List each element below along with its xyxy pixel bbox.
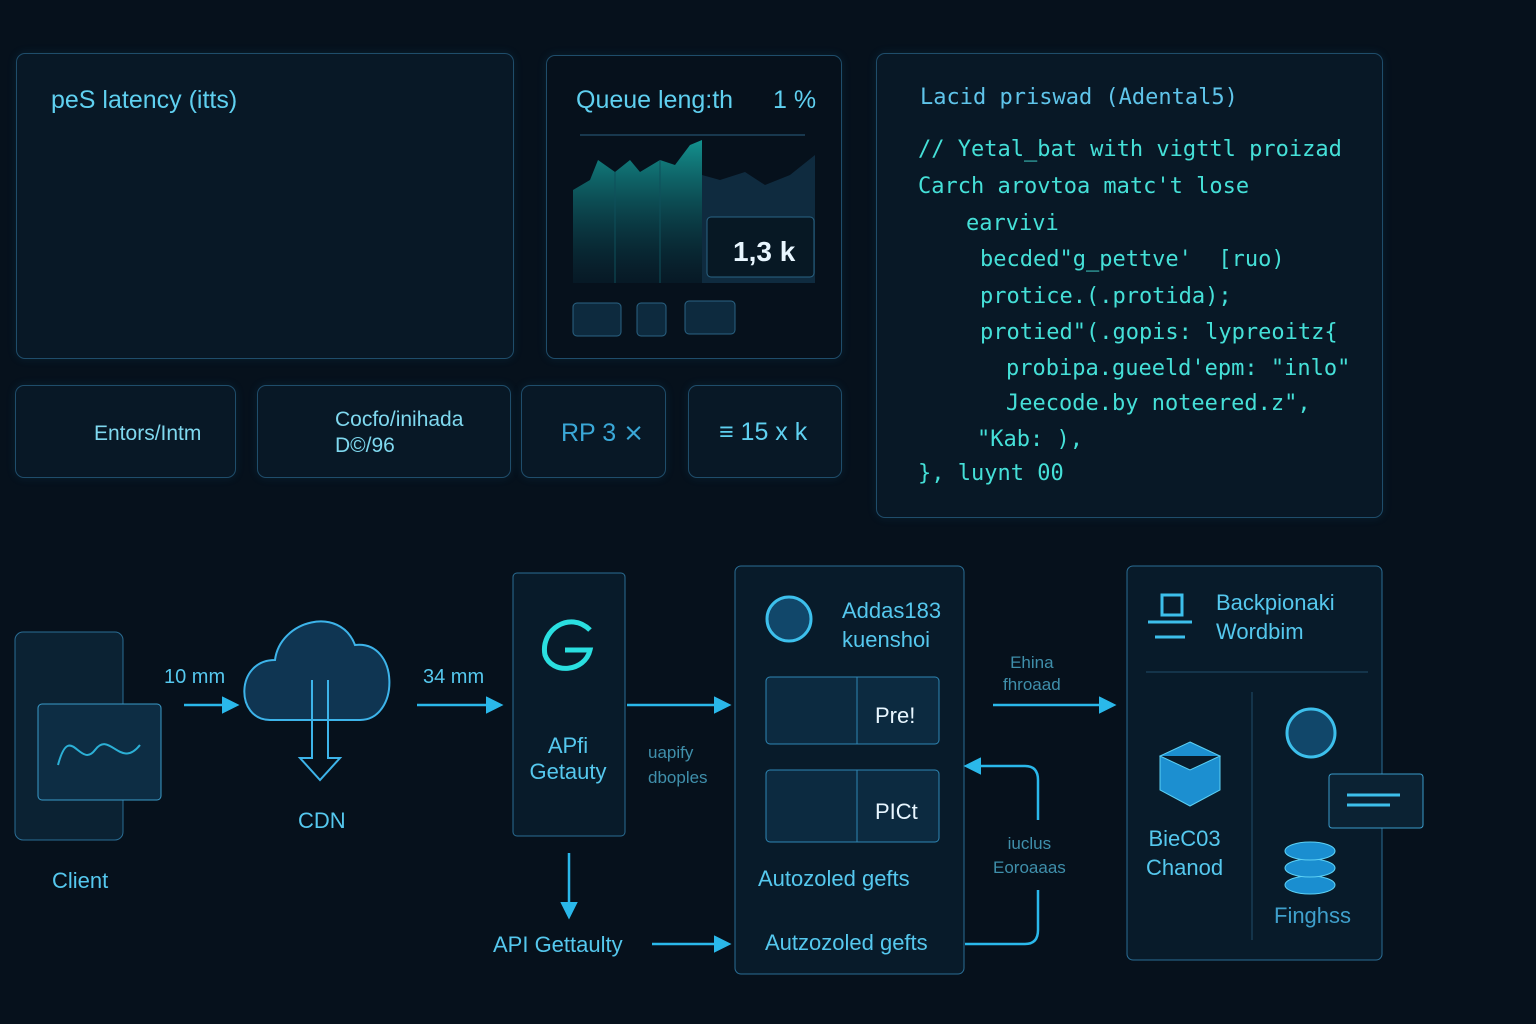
- node-label: APfi Getauty: [526, 733, 610, 785]
- node-label: Autozoled gefts: [758, 866, 910, 891]
- code-line: Carch arovtoa matc't lose: [918, 174, 1250, 199]
- node-label: CDN: [298, 808, 346, 833]
- globe-icon: [1285, 707, 1337, 759]
- node-label: BieC03 Chanod: [1146, 824, 1223, 882]
- line: Eoroaaas: [993, 858, 1066, 877]
- line: Ehina: [1010, 653, 1054, 672]
- cloud: [243, 620, 391, 721]
- panel-title: peS latency (itts): [51, 86, 238, 114]
- line: APfi: [547, 733, 589, 758]
- queue-panel: Queue leng:th 1 % 1,3 k: [546, 55, 842, 359]
- queue-area: [573, 140, 702, 283]
- value-box: [706, 216, 815, 278]
- edge-label: iuclus Eoroaaas: [993, 832, 1066, 880]
- cell-box: [765, 769, 940, 843]
- stat-card: Cocfo/inihada D©/96: [257, 385, 511, 478]
- gateway-box: [512, 572, 626, 837]
- gateway-logo: [542, 619, 594, 671]
- edge-label: Ehina fhroaad: [1003, 652, 1061, 696]
- edge-label: 10 mm: [164, 666, 226, 688]
- line: Getauty: [529, 759, 607, 784]
- service-icon: [765, 595, 813, 643]
- stat-label: Entors/Intm: [94, 422, 202, 445]
- line: uapify: [648, 743, 694, 762]
- line: Wordbim: [1216, 619, 1304, 644]
- code-title: Lacid priswad (Adental5): [920, 85, 1238, 110]
- cube-icon: [1158, 741, 1222, 807]
- node-label: API Gettaulty: [493, 932, 623, 957]
- line: Addas183: [842, 598, 942, 623]
- latency-panel: peS latency (itts): [16, 53, 514, 359]
- edge-label: 34 mm: [423, 666, 485, 688]
- chips: [572, 300, 736, 337]
- stat-card: Entors/Intm: [15, 385, 236, 478]
- stat-label: ≡ 15 x k: [719, 418, 808, 446]
- stat-value: 15 x k: [740, 418, 808, 446]
- cell-box: [765, 676, 940, 745]
- line: dboples: [648, 768, 708, 787]
- line: fhroaad: [1003, 675, 1061, 694]
- line: Chanod: [1146, 855, 1224, 880]
- node-label: Finghss: [1274, 903, 1352, 928]
- stat-label: Cocfo/inihada: [335, 408, 464, 431]
- code-line: protied"(.gopis: lypreoitz{: [980, 320, 1338, 345]
- node-label: Client: [52, 868, 109, 893]
- code-line: earvivi: [966, 211, 1059, 236]
- cell-label: Pre!: [875, 703, 916, 728]
- stat-label: D©/96: [335, 434, 395, 457]
- code-line: Jeecode.by noteered.z",: [1006, 391, 1311, 416]
- code-line: // Yetal_bat with vigttl proizad: [918, 137, 1342, 162]
- stat-card: RP 3 ⨯: [521, 385, 666, 478]
- code-line: protice.(.protida);: [980, 284, 1232, 309]
- client-wave: [57, 743, 141, 766]
- node-lines: [1347, 793, 1400, 807]
- node-label: Addas183 kuenshoi: [842, 596, 941, 654]
- code-line: "Kab: ),: [977, 427, 1083, 452]
- node-label: Autzozoled gefts: [765, 930, 928, 955]
- backend-icon: [1148, 593, 1192, 639]
- code-line: }, luynt 00: [918, 461, 1064, 486]
- db-icon: [1284, 841, 1336, 895]
- code-panel: Lacid priswad (Adental5) // Yetal_bat wi…: [876, 53, 1383, 518]
- stat-label: RP 3 ⨯: [561, 419, 645, 447]
- cloud-arrow: [297, 680, 343, 782]
- edge-label: uapify dboples: [648, 740, 708, 790]
- node-card: [1328, 773, 1424, 829]
- code-line: probipa.gueeld'epm: "inlo": [1006, 356, 1351, 381]
- badge: 1 %: [773, 86, 817, 114]
- value: 1,3 k: [733, 236, 796, 267]
- cell-label: PICt: [875, 799, 918, 824]
- line: iuclus: [1007, 834, 1052, 853]
- queue-bars: [614, 160, 661, 283]
- client-screen: [37, 703, 162, 801]
- stat-card: ≡ 15 x k: [688, 385, 842, 478]
- code-line: becded"g_pettve' [ruo): [980, 247, 1285, 272]
- node-label: Backpionaki Wordbim: [1216, 588, 1335, 646]
- line: BieC03: [1148, 826, 1221, 851]
- edges: [184, 696, 1117, 953]
- line: Backpionaki: [1216, 590, 1335, 615]
- panel-title: Queue leng:th: [576, 86, 734, 114]
- line: kuenshoi: [842, 627, 931, 652]
